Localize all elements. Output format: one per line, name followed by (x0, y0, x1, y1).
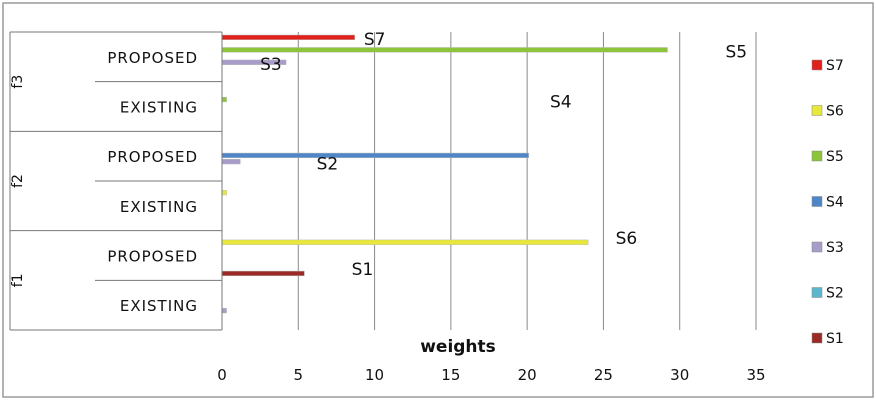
x-tick-label: 20 (518, 366, 537, 384)
bar-s4 (221, 152, 529, 159)
row-label: PROPOSED (107, 49, 198, 67)
legend-label-s3: S3 (826, 240, 844, 256)
row-label: PROPOSED (107, 248, 198, 266)
annotation-s4: S4 (550, 92, 572, 112)
bar-s5 (221, 96, 227, 103)
bar-s7 (221, 34, 355, 40)
bar-s5 (221, 47, 668, 53)
x-axis-title: weights (420, 337, 496, 357)
group-label: f2 (10, 174, 26, 188)
chart-frame (2, 2, 874, 398)
annotation-s7: S7 (364, 30, 386, 50)
legend-label-s6: S6 (826, 104, 844, 120)
x-tick-label: 30 (670, 366, 689, 384)
legend-swatch-s3 (811, 241, 823, 253)
legend-label-s7: S7 (826, 58, 844, 74)
legend-swatch-s1 (811, 332, 823, 344)
bar-s6 (221, 239, 589, 245)
legend-swatch-s5 (811, 150, 823, 162)
annotation-s2: S2 (317, 154, 339, 174)
legend-swatch-s6 (811, 105, 823, 116)
x-tick-label: 25 (594, 366, 613, 384)
legend-swatch-s7 (811, 59, 823, 71)
legend-label-s2: S2 (826, 286, 844, 302)
annotation-s3: S3 (260, 55, 282, 75)
annotation-s1: S1 (352, 260, 374, 280)
row-label: PROPOSED (107, 148, 198, 166)
legend-swatch-s2 (811, 287, 823, 298)
legend-label-s5: S5 (826, 149, 844, 165)
group-label: f1 (10, 273, 26, 287)
legend-label-s4: S4 (826, 195, 844, 211)
row-label: EXISTING (120, 198, 198, 216)
row-label: EXISTING (120, 297, 198, 315)
group-label: f3 (10, 75, 26, 89)
bar-s3 (221, 308, 227, 314)
legend-label-s1: S1 (826, 331, 844, 347)
x-tick-label: 10 (365, 366, 384, 384)
bar-s6 (221, 189, 227, 196)
annotation-s5: S5 (725, 43, 747, 63)
bar-s3 (221, 159, 241, 165)
annotation-s6: S6 (616, 229, 638, 249)
x-tick-label: 15 (441, 366, 460, 384)
bar-s1 (221, 270, 305, 277)
legend-swatch-s4 (811, 196, 823, 207)
row-label: EXISTING (120, 99, 198, 117)
x-tick-label: 35 (746, 366, 765, 384)
x-tick-label: 5 (294, 366, 304, 384)
x-tick-label: 0 (217, 366, 227, 384)
